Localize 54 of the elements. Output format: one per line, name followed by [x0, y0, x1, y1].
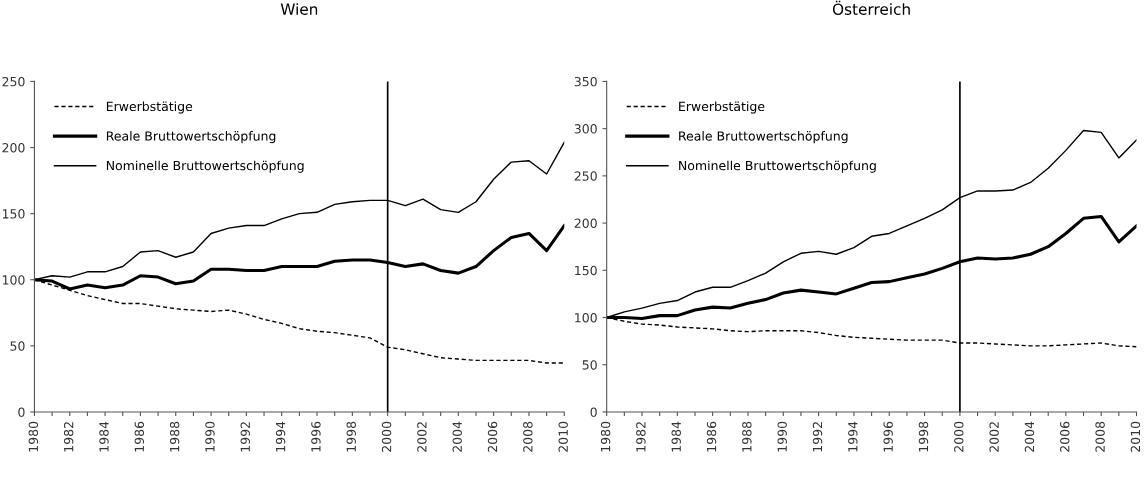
x-tick-label: 1998 [346, 421, 356, 452]
y-tick-label: 200 [574, 218, 597, 228]
x-tick-label: 1994 [848, 421, 858, 452]
x-tick-label: 2006 [1060, 421, 1070, 452]
y-tick-label: 300 [574, 124, 597, 134]
x-tick-label: 1988 [169, 421, 180, 452]
y-tick-label: 150 [575, 265, 597, 276]
x-tick-label: 1982 [636, 422, 646, 452]
legend-label: Erwerbstätige [679, 101, 765, 114]
x-tick-label: 1988 [742, 421, 752, 452]
chart-title: Wien [280, 3, 318, 15]
y-tick-label: 100 [2, 275, 25, 285]
x-tick-label: 2004 [452, 421, 462, 452]
x-tick-label: 2000 [954, 421, 964, 452]
y-tick-label: 0 [590, 407, 597, 417]
y-tick-label: 250 [2, 76, 25, 87]
x-tick-label: 1982 [63, 422, 74, 452]
x-tick-label: 1992 [812, 422, 823, 452]
y-tick-label: 100 [575, 312, 597, 323]
chart-title: Österreich [832, 0, 910, 15]
legend-label: Erwerbstätige [106, 101, 193, 114]
x-tick-label: 1998 [918, 421, 929, 452]
legend-label: Reale Bruttowertschöpfung [106, 131, 276, 144]
y-tick-label: 200 [2, 143, 25, 153]
x-tick-label: 1986 [134, 421, 145, 452]
x-tick-label: 2006 [487, 421, 498, 452]
x-tick-label: 2008 [523, 421, 533, 452]
y-tick-label: 50 [582, 360, 597, 370]
y-tick-label: 50 [10, 341, 25, 351]
x-tick-label: 1994 [275, 421, 286, 452]
x-tick-label: 2008 [1095, 421, 1105, 452]
x-tick-label: 1984 [671, 421, 681, 452]
x-tick-label: 2002 [417, 422, 427, 452]
y-tick-label: 350 [574, 76, 597, 87]
x-tick-label: 2010 [1130, 421, 1141, 452]
x-tick-label: 2000 [381, 421, 392, 452]
x-tick-label: 1990 [777, 421, 787, 452]
x-tick-label: 2002 [989, 422, 999, 452]
x-tick-label: 1992 [240, 422, 251, 452]
y-tick-label: 150 [2, 209, 25, 219]
x-tick-label: 1980 [600, 421, 611, 452]
x-tick-label: 2004 [1024, 421, 1035, 452]
y-tick-label: 0 [18, 407, 25, 417]
legend-label: Reale Bruttowertschöpfung [679, 131, 848, 144]
legend-label: Nominelle Bruttowertschöpfung [106, 160, 304, 173]
x-tick-label: 1984 [99, 421, 109, 452]
x-tick-label: 1996 [311, 421, 321, 452]
x-tick-label: 1996 [883, 421, 893, 452]
x-tick-label: 1986 [706, 421, 717, 452]
x-tick-label: 1980 [28, 421, 39, 452]
x-tick-label: 2010 [558, 421, 568, 452]
y-tick-label: 250 [574, 171, 597, 181]
x-tick-label: 1990 [205, 421, 215, 452]
legend-label: Nominelle Bruttowertschöpfung [679, 160, 876, 173]
